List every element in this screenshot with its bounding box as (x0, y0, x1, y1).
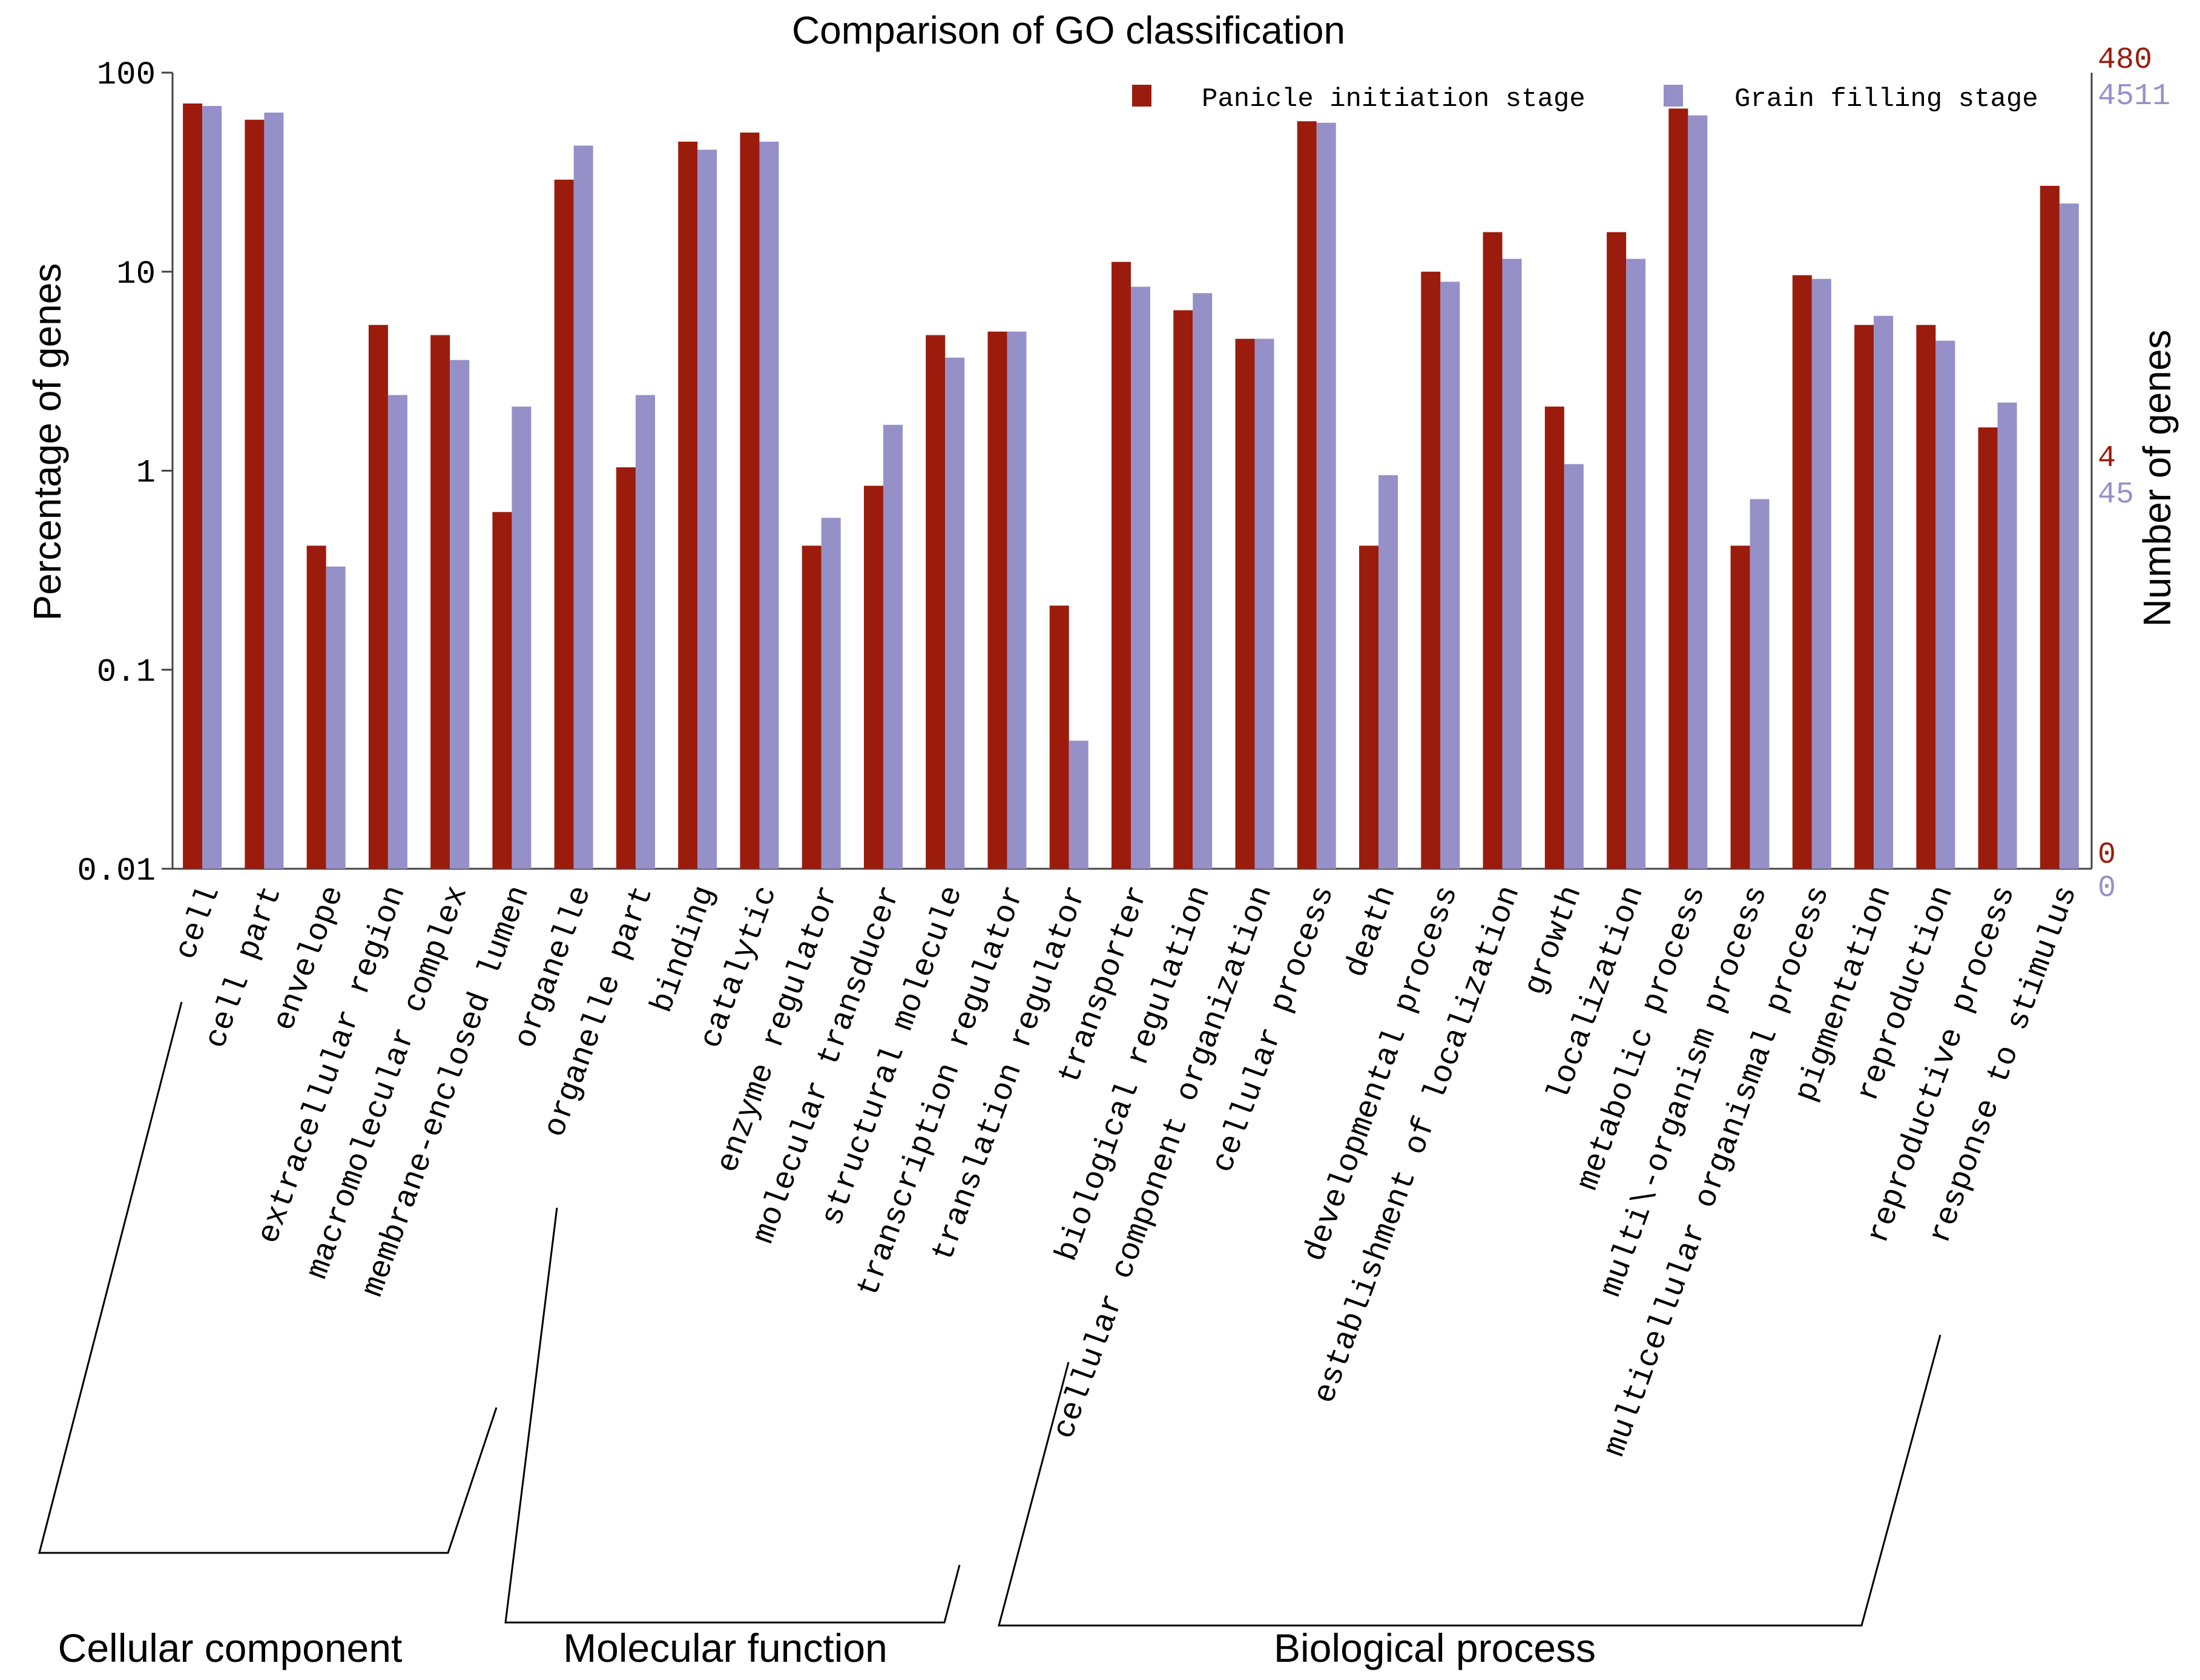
bar-grain (759, 142, 779, 869)
bar-panicle (2040, 185, 2060, 869)
bar-grain (512, 406, 532, 869)
bar-panicle (1359, 545, 1379, 869)
right-tick-grain-mid: 45 (2098, 478, 2134, 512)
bar-panicle (306, 545, 326, 869)
legend-swatch-grain (1664, 85, 1683, 107)
bar-grain (945, 357, 965, 869)
group-label: Molecular function (563, 1626, 888, 1670)
y-tick-label: 10 (116, 256, 156, 293)
legend-swatch-panicle (1132, 85, 1151, 107)
bar-grain (1502, 259, 1522, 869)
y-tick-label: 0.1 (97, 654, 156, 691)
bar-grain (573, 145, 593, 869)
bar-grain (1316, 122, 1336, 869)
bar-panicle (1112, 262, 1131, 869)
bar-grain (1378, 475, 1398, 869)
bar-panicle (1607, 232, 1627, 869)
right-tick-grain-max: 4511 (2098, 79, 2170, 114)
bar-grain (697, 150, 717, 869)
bar-grain (1688, 115, 1708, 869)
bar-panicle (802, 545, 822, 869)
bar-grain (1440, 282, 1460, 869)
bar-panicle (430, 335, 450, 869)
bar-grain (1007, 331, 1027, 869)
bar-panicle (245, 119, 265, 869)
bar-grain (1254, 338, 1274, 869)
bar-grain (202, 106, 222, 869)
y-tick-label: 1 (136, 455, 156, 492)
group-label: Cellular component (58, 1626, 403, 1670)
bar-panicle (554, 179, 574, 869)
bar-grain (1935, 340, 1955, 869)
bar-grain (1193, 293, 1213, 869)
bar-panicle (1421, 271, 1441, 869)
bar-panicle (1978, 427, 1998, 869)
bar-panicle (1668, 108, 1688, 869)
bar-grain (264, 112, 284, 869)
bar-panicle (183, 103, 203, 869)
bar-panicle (1916, 324, 1936, 869)
bar-grain (635, 395, 655, 869)
y-tick-label: 0.01 (77, 853, 156, 890)
legend-label-grain: Grain filling stage (1734, 84, 2038, 114)
bar-grain (883, 424, 903, 869)
bar-panicle (492, 512, 512, 869)
bar-panicle (1297, 121, 1317, 869)
bar-panicle (616, 467, 636, 869)
y-tick-label: 100 (97, 57, 156, 94)
group-bracket (998, 1334, 1941, 1627)
legend-label-panicle: Panicle initiation stage (1202, 84, 1586, 114)
bar-panicle (1049, 605, 1069, 869)
bar-panicle (678, 142, 698, 869)
bar-panicle (1173, 310, 1193, 869)
right-tick-panicle-zero: 0 (2098, 838, 2116, 872)
legend: Panicle initiation stage Grain filling st… (1132, 84, 2038, 114)
bar-grain (387, 395, 407, 869)
bar-panicle (926, 335, 946, 869)
group-bracket (38, 1001, 498, 1554)
bar-panicle (368, 324, 388, 869)
bar-grain (1564, 464, 1584, 869)
bar-grain (1874, 315, 1894, 869)
bar-panicle (1235, 338, 1255, 869)
right-y-axis-label: Number of genes (2135, 330, 2179, 627)
bars (183, 103, 2079, 869)
bar-grain (1750, 499, 1770, 869)
bar-grain (1997, 402, 2017, 869)
right-tick-panicle-max: 480 (2098, 43, 2152, 77)
chart-title: Comparison of GO classification (792, 8, 1345, 52)
bar-grain (2059, 203, 2079, 869)
y-axis-ticks: 0.01 0.1 1 10 100 (77, 57, 173, 890)
right-tick-panicle-mid: 4 (2098, 441, 2116, 476)
y-axis-label: Percentage of genes (25, 263, 69, 621)
right-tick-grain-zero: 0 (2098, 871, 2116, 906)
bar-grain (1811, 278, 1831, 869)
bar-grain (1131, 286, 1150, 869)
bar-panicle (987, 331, 1007, 869)
bar-grain (326, 566, 346, 869)
bar-panicle (1483, 232, 1503, 869)
bar-panicle (1544, 406, 1564, 869)
group-bracket (504, 1207, 961, 1624)
bar-panicle (1730, 545, 1750, 869)
bar-grain (450, 360, 470, 869)
group-label: Biological process (1274, 1626, 1596, 1670)
bar-grain (1626, 259, 1646, 869)
category-groups: Cellular component Molecular function Biol… (38, 1001, 1941, 1670)
bar-grain (1069, 740, 1088, 869)
bar-panicle (740, 132, 760, 869)
bar-grain (821, 518, 841, 869)
bar-panicle (863, 486, 883, 869)
bar-panicle (1792, 275, 1812, 869)
bar-panicle (1854, 324, 1874, 869)
